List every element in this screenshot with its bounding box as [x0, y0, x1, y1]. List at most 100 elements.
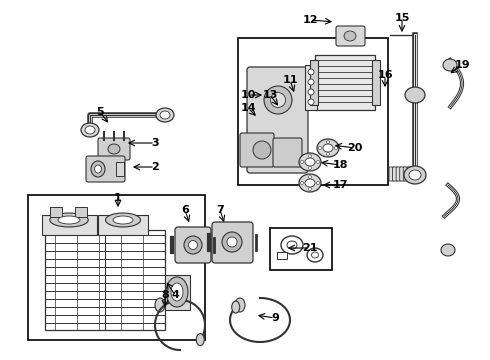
Bar [42, 215, 97, 235]
Text: 14: 14 [240, 103, 256, 113]
Ellipse shape [281, 236, 303, 254]
Text: 16: 16 [377, 70, 393, 80]
Ellipse shape [317, 161, 319, 163]
Ellipse shape [326, 153, 329, 156]
Ellipse shape [305, 179, 315, 187]
FancyBboxPatch shape [212, 222, 253, 263]
Ellipse shape [235, 298, 245, 312]
FancyBboxPatch shape [403, 167, 409, 181]
Ellipse shape [156, 108, 174, 122]
Bar [270, 228, 332, 270]
Ellipse shape [309, 175, 312, 179]
Text: 20: 20 [347, 143, 363, 153]
Text: 6: 6 [181, 205, 189, 215]
Ellipse shape [196, 334, 204, 346]
Ellipse shape [299, 153, 321, 171]
Bar [277, 252, 287, 259]
Ellipse shape [441, 244, 455, 256]
Text: 17: 17 [332, 180, 348, 190]
Ellipse shape [300, 181, 303, 184]
Ellipse shape [155, 298, 165, 312]
FancyBboxPatch shape [392, 167, 398, 181]
Text: 15: 15 [394, 13, 410, 23]
Ellipse shape [95, 165, 101, 173]
Text: 10: 10 [240, 90, 256, 100]
Ellipse shape [253, 141, 271, 159]
Ellipse shape [312, 252, 318, 258]
Text: 3: 3 [151, 138, 159, 148]
Bar [98, 215, 148, 235]
Ellipse shape [326, 140, 329, 144]
Ellipse shape [307, 248, 323, 262]
FancyBboxPatch shape [86, 156, 125, 182]
Text: 7: 7 [216, 205, 224, 215]
Bar [310, 60, 318, 105]
Text: 2: 2 [151, 162, 159, 172]
Ellipse shape [171, 283, 183, 301]
FancyBboxPatch shape [247, 67, 308, 173]
Bar [372, 60, 380, 105]
Ellipse shape [405, 87, 425, 103]
Ellipse shape [344, 31, 356, 41]
Ellipse shape [309, 154, 312, 158]
Ellipse shape [222, 232, 242, 252]
Ellipse shape [287, 241, 297, 249]
Bar [75, 207, 87, 217]
Ellipse shape [160, 111, 170, 119]
Ellipse shape [58, 216, 80, 224]
Bar [45, 230, 165, 330]
Ellipse shape [308, 69, 314, 75]
Ellipse shape [113, 216, 133, 224]
Text: 5: 5 [96, 107, 104, 117]
Ellipse shape [308, 79, 314, 85]
FancyBboxPatch shape [175, 227, 211, 263]
Ellipse shape [227, 237, 237, 247]
FancyBboxPatch shape [240, 133, 274, 167]
Ellipse shape [308, 99, 314, 105]
Text: 21: 21 [302, 243, 318, 253]
Ellipse shape [105, 213, 141, 227]
Bar [165, 275, 190, 310]
Text: 8: 8 [161, 290, 169, 300]
Ellipse shape [323, 144, 333, 152]
Ellipse shape [232, 301, 240, 313]
Text: 13: 13 [262, 90, 278, 100]
Ellipse shape [184, 236, 202, 254]
Text: 18: 18 [332, 160, 348, 170]
Ellipse shape [305, 158, 315, 166]
Ellipse shape [317, 181, 319, 184]
Ellipse shape [166, 277, 188, 307]
Ellipse shape [335, 147, 338, 149]
Ellipse shape [108, 144, 120, 154]
Ellipse shape [270, 93, 286, 108]
Ellipse shape [404, 166, 426, 184]
Ellipse shape [309, 166, 312, 170]
Ellipse shape [91, 161, 105, 177]
Ellipse shape [85, 126, 95, 134]
Text: 4: 4 [171, 290, 179, 300]
Ellipse shape [300, 161, 303, 163]
FancyBboxPatch shape [411, 167, 416, 181]
Ellipse shape [318, 147, 321, 149]
Bar [116, 162, 124, 176]
Text: 11: 11 [282, 75, 298, 85]
Ellipse shape [264, 86, 292, 114]
FancyBboxPatch shape [336, 26, 365, 46]
Text: 9: 9 [271, 313, 279, 323]
Text: 19: 19 [454, 60, 470, 70]
Ellipse shape [81, 123, 99, 137]
FancyBboxPatch shape [98, 138, 130, 160]
Ellipse shape [189, 240, 197, 249]
Bar [305, 65, 317, 110]
Ellipse shape [317, 139, 339, 157]
Ellipse shape [299, 174, 321, 192]
Ellipse shape [50, 213, 88, 227]
Bar [238, 38, 388, 185]
FancyBboxPatch shape [396, 167, 402, 181]
Ellipse shape [409, 170, 421, 180]
Text: 12: 12 [302, 15, 318, 25]
Ellipse shape [309, 188, 312, 190]
Ellipse shape [443, 59, 457, 71]
FancyBboxPatch shape [273, 138, 302, 167]
Ellipse shape [308, 89, 314, 95]
